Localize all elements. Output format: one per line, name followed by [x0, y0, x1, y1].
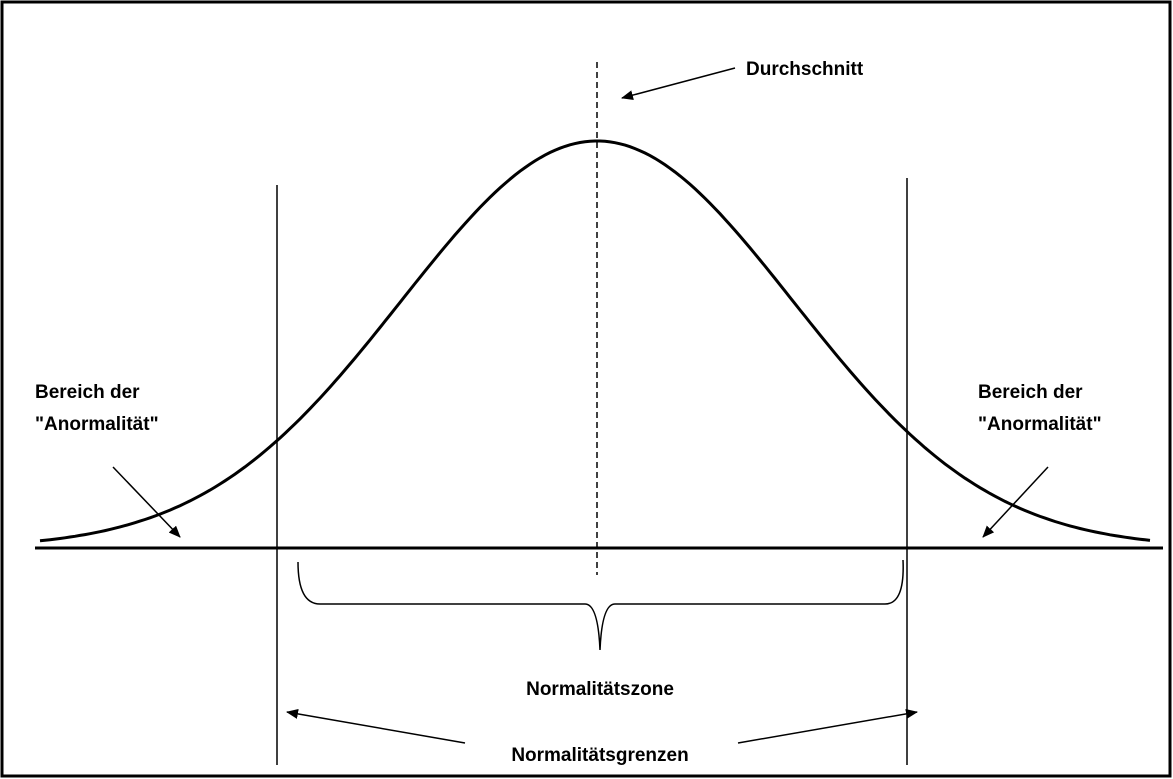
zone-bracket: [297, 559, 904, 651]
left-region-label: Bereich der: [35, 382, 140, 403]
left-region-arrow: [112, 466, 181, 538]
zone-label: Normalitätszone: [526, 679, 674, 700]
right-region-arrow: [982, 466, 1049, 538]
right-region-label: "Anormalität": [978, 414, 1102, 435]
limits-label: Normalitätsgrenzen: [511, 745, 688, 766]
left-limit-arrow: [286, 708, 466, 744]
right-limit-arrow: [737, 708, 918, 744]
mean-arrow: [621, 67, 736, 101]
left-region-label: "Anormalität": [35, 414, 159, 435]
mean-label: Durchschnitt: [746, 59, 864, 80]
right-region-label: Bereich der: [978, 382, 1083, 403]
bell-curve: [39, 139, 1151, 543]
